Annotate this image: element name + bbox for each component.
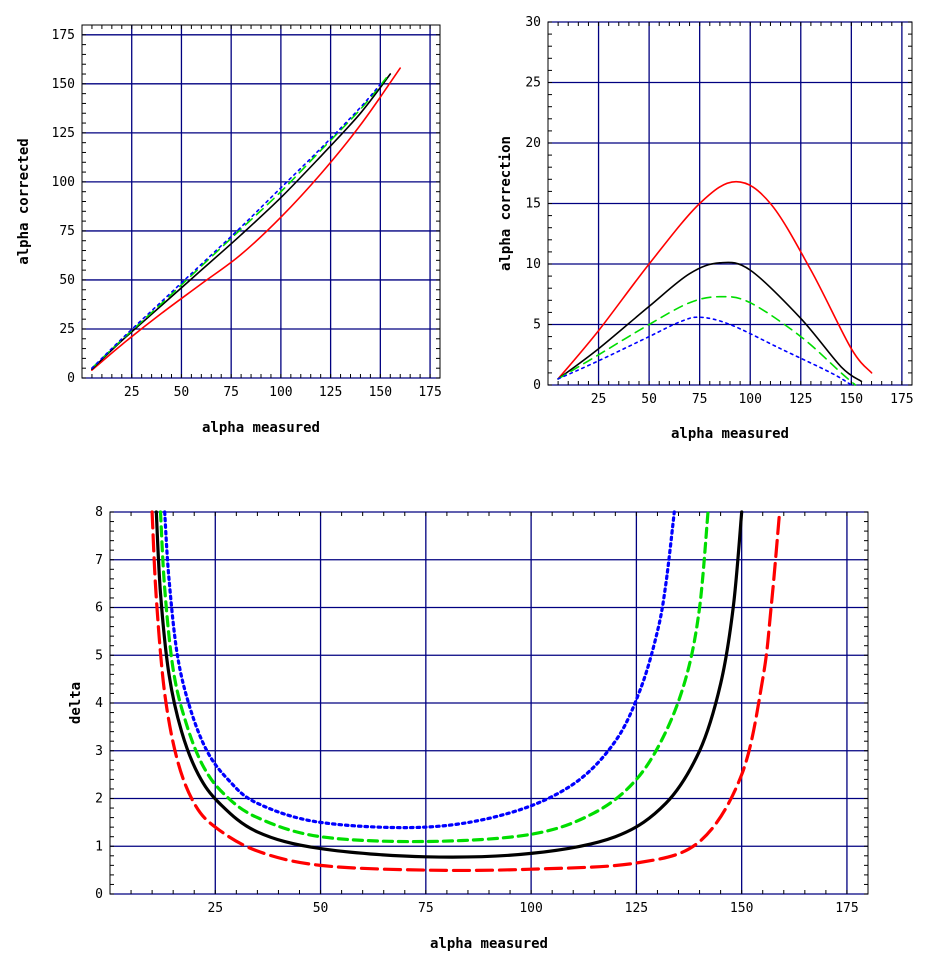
y-tick-label: 175 [52,28,75,43]
y-tick-label: 75 [59,224,75,239]
series-line-green [158,510,710,844]
y-tick-label: 5 [95,648,103,663]
series-line-red [150,510,782,873]
y-tick-label: 8 [95,505,103,520]
y-tick-label: 6 [95,601,103,616]
series-line-black [91,73,392,370]
x-tick-label: 175 [890,392,913,407]
x-axis-label: alpha measured [671,426,789,442]
x-tick-label: 150 [369,385,392,400]
y-tick-label: 0 [67,371,75,386]
y-tick-label: 100 [52,175,75,190]
x-tick-label: 75 [223,385,239,400]
y-tick-label: 25 [59,322,75,337]
x-axis-label: alpha measured [430,936,548,952]
x-tick-label: 25 [591,392,607,407]
y-tick-label: 5 [533,318,541,333]
x-tick-label: 175 [835,901,858,916]
y-tick-label: 4 [95,696,103,711]
series-line-red [557,180,873,380]
y-tick-label: 0 [533,378,541,393]
x-tick-label: 150 [730,901,753,916]
x-tick-label: 125 [789,392,812,407]
x-tick-label: 100 [269,385,292,400]
y-tick-label: 1 [95,839,103,854]
x-tick-label: 75 [692,392,708,407]
x-tick-label: 50 [641,392,657,407]
x-tick-label: 125 [625,901,648,916]
y-axis-label: delta [68,682,84,724]
y-tick-label: 10 [525,257,541,272]
y-tick-label: 50 [59,273,75,288]
x-tick-label: 25 [124,385,140,400]
y-tick-label: 20 [525,136,541,151]
y-tick-label: 0 [95,887,103,902]
series-line-green [557,295,857,386]
x-tick-label: 50 [313,901,329,916]
y-tick-label: 2 [95,792,103,807]
chart-alpha-correction: 25 50 75 100 125 150 175 0 5 10 15 20 25 30 alpha meas… [498,15,914,442]
series-line-blue [557,316,853,386]
x-tick-label: 150 [840,392,863,407]
chart-delta: 25 50 75 100 125 150 175 0 1 2 3 4 5 6 7 8 alpha measure… [68,505,869,952]
chart-alpha-corrected: 25 50 75 100 125 150 175 0 25 50 75 100 125 150 175 alp… [16,24,442,436]
series-line-red [91,67,401,371]
y-tick-label: 7 [95,553,103,568]
x-tick-label: 175 [418,385,441,400]
x-tick-label: 25 [207,901,223,916]
x-axis-label: alpha measured [202,420,320,436]
y-tick-label: 15 [525,197,541,212]
series-line-black [557,261,863,383]
y-tick-label: 125 [52,126,75,141]
y-tick-label: 30 [525,15,541,30]
series-line-blue [163,510,676,830]
x-tick-label: 50 [174,385,190,400]
y-axis-label: alpha corrected [16,138,32,264]
y-tick-label: 25 [525,76,541,91]
y-axis-label: alpha correction [498,136,514,271]
x-tick-label: 100 [738,392,761,407]
series-line-black [154,510,744,859]
y-tick-label: 150 [52,77,75,92]
series-line-blue [91,81,384,369]
series-line-green [91,77,388,369]
x-tick-label: 75 [418,901,434,916]
x-tick-label: 100 [519,901,542,916]
y-tick-label: 3 [95,744,103,759]
x-tick-label: 125 [319,385,342,400]
